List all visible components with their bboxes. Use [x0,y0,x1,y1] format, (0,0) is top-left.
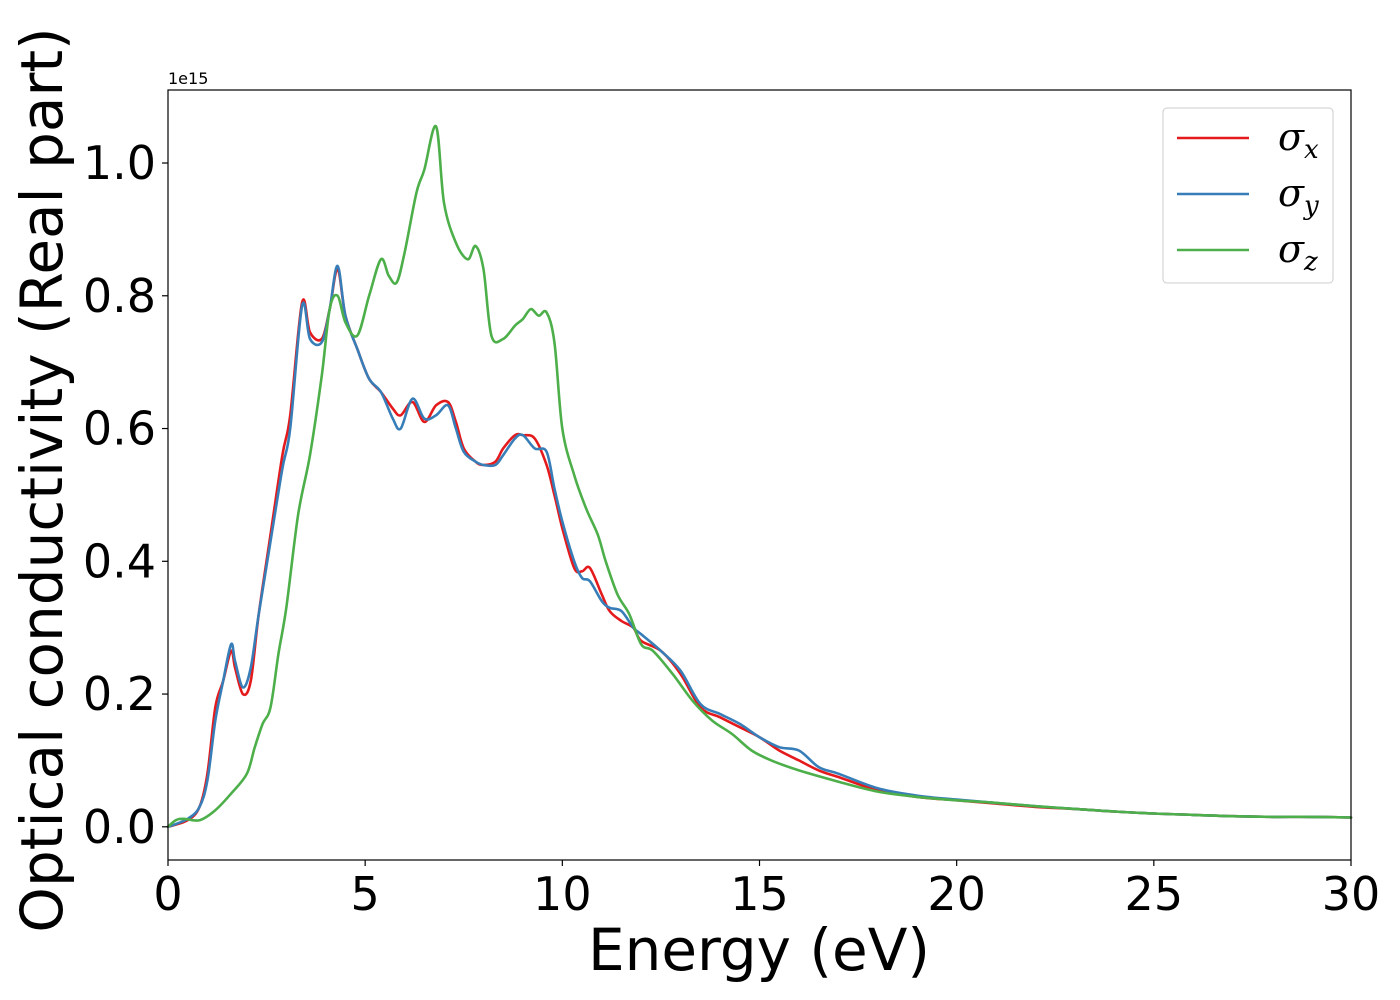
series-layer [166,125,1353,829]
x-axis: 0 5 10 15 20 25 30 [153,860,1380,921]
y-axis-label: Optical conductivity (Real part) [8,27,76,932]
x-tick-label: 25 [1125,867,1184,921]
series-line-z [166,125,1353,829]
x-tick-label: 30 [1322,867,1381,921]
y-tick-label: 0.8 [83,269,156,323]
x-axis-label: Energy (eV) [588,916,930,984]
y-tick-label: 0.2 [83,667,156,721]
y-tick-label: 1.0 [83,136,156,190]
y-tick-label: 0.4 [83,534,156,588]
y-axis: 0.0 0.2 0.4 0.6 0.8 1.0 [83,136,168,854]
legend-label-z: σz [1278,227,1318,277]
x-tick-label: 0 [153,867,182,921]
y-tick-label: 0.6 [83,402,156,456]
series-line-y [166,264,1353,829]
x-tick-label: 5 [351,867,380,921]
x-tick-label: 15 [730,867,789,921]
legend-box [1162,107,1334,284]
x-tick-label: 10 [533,867,592,921]
y-tick-label: 0.0 [83,800,156,854]
legend-label-y: σy [1278,171,1319,221]
legend-label-x: σx [1278,115,1319,165]
legend: σx σy σz [1162,107,1334,284]
x-tick-label: 20 [927,867,986,921]
y-offset-label: 1e15 [168,69,208,88]
